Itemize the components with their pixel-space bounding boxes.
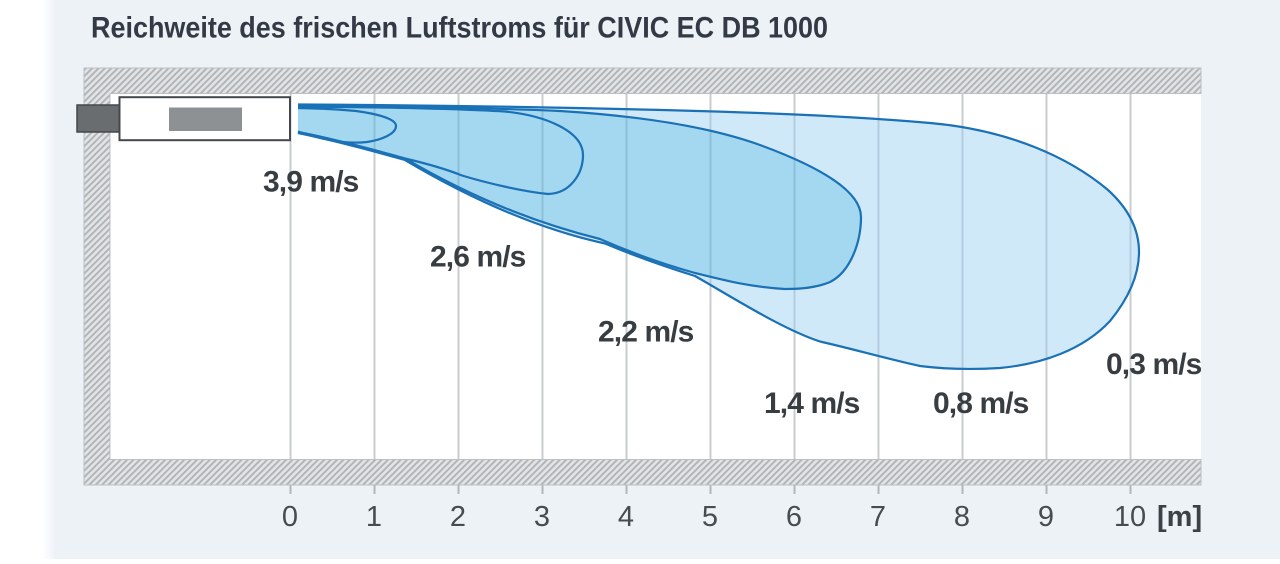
svg-text:9: 9 [1038, 501, 1054, 533]
svg-text:2,6 m/s: 2,6 m/s [430, 241, 526, 274]
svg-text:1,4 m/s: 1,4 m/s [764, 387, 860, 420]
svg-text:0: 0 [282, 501, 298, 533]
svg-text:0,3 m/s: 0,3 m/s [1106, 348, 1202, 381]
svg-text:Reichweite des frischen Luftst: Reichweite des frischen Luftstroms für C… [91, 12, 828, 45]
svg-text:6: 6 [786, 501, 802, 533]
svg-text:3: 3 [534, 501, 550, 533]
svg-text:1: 1 [366, 501, 382, 533]
svg-text:2: 2 [450, 501, 466, 533]
svg-text:7: 7 [870, 501, 886, 533]
svg-text:2,2 m/s: 2,2 m/s [598, 316, 694, 349]
svg-text:5: 5 [702, 501, 718, 533]
svg-text:[m]: [m] [1157, 501, 1202, 533]
svg-text:10: 10 [1114, 501, 1146, 533]
svg-text:3,9 m/s: 3,9 m/s [263, 166, 359, 199]
svg-text:4: 4 [618, 501, 634, 533]
svg-text:8: 8 [954, 501, 970, 533]
svg-text:0,8 m/s: 0,8 m/s [933, 387, 1029, 420]
